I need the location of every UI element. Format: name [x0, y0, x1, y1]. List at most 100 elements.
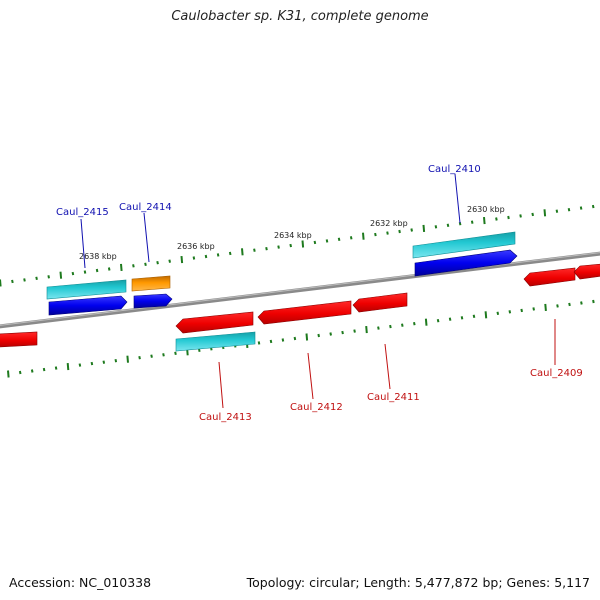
leader-caul-2410 [454, 173, 461, 224]
minor-tick [410, 228, 413, 232]
leader-caul-2411 [384, 343, 391, 390]
minor-tick [150, 354, 153, 358]
minor-tick [198, 348, 201, 352]
minor-tick [325, 239, 329, 243]
gene-forward-cds[interactable] [414, 249, 518, 277]
major-tick [544, 303, 547, 311]
minor-tick [446, 223, 450, 227]
minor-tick [329, 332, 332, 336]
minor-tick [508, 310, 512, 314]
minor-tick [401, 323, 404, 327]
minor-tick [11, 279, 14, 284]
gene-reverse-cds[interactable] [352, 292, 408, 313]
minor-tick [413, 322, 416, 326]
major-tick [424, 318, 428, 326]
major-tick [365, 326, 368, 334]
minor-tick [313, 240, 317, 245]
major-tick [120, 263, 123, 271]
major-tick [126, 355, 129, 363]
minor-tick [71, 271, 75, 276]
scale-label-2638: 2638 kbp [79, 252, 117, 261]
minor-tick [253, 248, 256, 252]
minor-tick [23, 278, 26, 282]
minor-tick [389, 324, 392, 329]
minor-tick [592, 299, 595, 304]
gene-labels: Caul_2415 Caul_2414 Caul_2410 Caul_2413 … [56, 164, 583, 423]
gene-reverse-cds[interactable] [0, 331, 38, 348]
leader-caul-2414 [143, 212, 150, 263]
minor-tick [289, 243, 292, 248]
forward-rna-lane [46, 231, 516, 300]
gene-label-caul-2409[interactable]: Caul_2409 [530, 368, 583, 379]
minor-tick [168, 259, 171, 263]
gene-other-feature[interactable] [131, 275, 171, 292]
genome-backbone-highlight [0, 252, 600, 326]
genome-backbone [0, 251, 600, 329]
minor-tick [495, 217, 498, 221]
minor-tick [555, 209, 559, 213]
minor-tick [337, 237, 341, 241]
leader-caul-2413 [218, 361, 224, 409]
gene-reverse-cds[interactable] [175, 311, 254, 334]
minor-tick [257, 341, 261, 345]
minor-tick [83, 270, 87, 274]
gene-reverse-cds[interactable] [257, 300, 352, 325]
minor-tick [349, 236, 353, 240]
minor-tick [519, 214, 522, 218]
minor-tick [341, 330, 344, 335]
major-tick [483, 217, 486, 225]
major-tick [0, 279, 2, 287]
minor-tick [317, 333, 320, 338]
minor-tick [30, 369, 34, 373]
minor-tick [448, 317, 452, 321]
gene-label-caul-2412[interactable]: Caul_2412 [290, 402, 343, 413]
major-tick [305, 333, 309, 341]
gene-label-caul-2410[interactable]: Caul_2410 [428, 164, 481, 175]
gene-label-caul-2414[interactable]: Caul_2414 [119, 202, 172, 213]
minor-tick [216, 253, 220, 257]
leader-caul-2412 [307, 352, 314, 400]
minor-tick [204, 254, 208, 259]
genome-summary-text: Topology: circular; Length: 5,477,872 bp… [246, 575, 590, 590]
minor-tick [580, 301, 583, 305]
minor-tick [144, 262, 147, 266]
gene-label-caul-2413[interactable]: Caul_2413 [199, 412, 252, 423]
major-tick [66, 363, 70, 371]
minor-tick [54, 366, 58, 370]
minor-tick [95, 268, 99, 273]
reverse-cds-lane [0, 263, 600, 348]
scale-label-2630: 2630 kbp [467, 205, 505, 214]
leader-caul-2415 [80, 218, 86, 269]
major-tick [543, 209, 547, 217]
minor-tick [269, 339, 273, 344]
gene-forward-cds[interactable] [48, 295, 128, 316]
minor-tick [42, 367, 46, 372]
minor-tick [107, 267, 111, 271]
minor-tick [114, 359, 118, 363]
gene-reverse-cds[interactable] [523, 267, 576, 287]
gene-rna-feature[interactable] [46, 279, 127, 300]
gene-rna-feature[interactable] [412, 231, 516, 259]
major-tick [362, 232, 365, 240]
map-title: Caulobacter sp. K31, complete genome [171, 9, 429, 24]
minor-tick [174, 351, 177, 355]
gene-forward-cds[interactable] [133, 293, 173, 309]
minor-tick [579, 206, 583, 210]
inner-tick-ring [7, 299, 595, 378]
major-tick [180, 256, 184, 264]
minor-tick [434, 225, 438, 229]
minor-tick [156, 261, 159, 265]
reverse-rna-lane [175, 331, 256, 352]
minor-tick [18, 370, 22, 375]
minor-tick [374, 232, 377, 237]
gene-label-caul-2415[interactable]: Caul_2415 [56, 207, 109, 218]
minor-tick [398, 229, 401, 234]
gene-rna-feature[interactable] [175, 331, 256, 352]
major-tick [7, 370, 10, 378]
minor-tick [386, 231, 389, 235]
gene-label-caul-2411[interactable]: Caul_2411 [367, 392, 420, 403]
minor-tick [281, 338, 285, 342]
gene-reverse-cds[interactable] [573, 263, 600, 280]
